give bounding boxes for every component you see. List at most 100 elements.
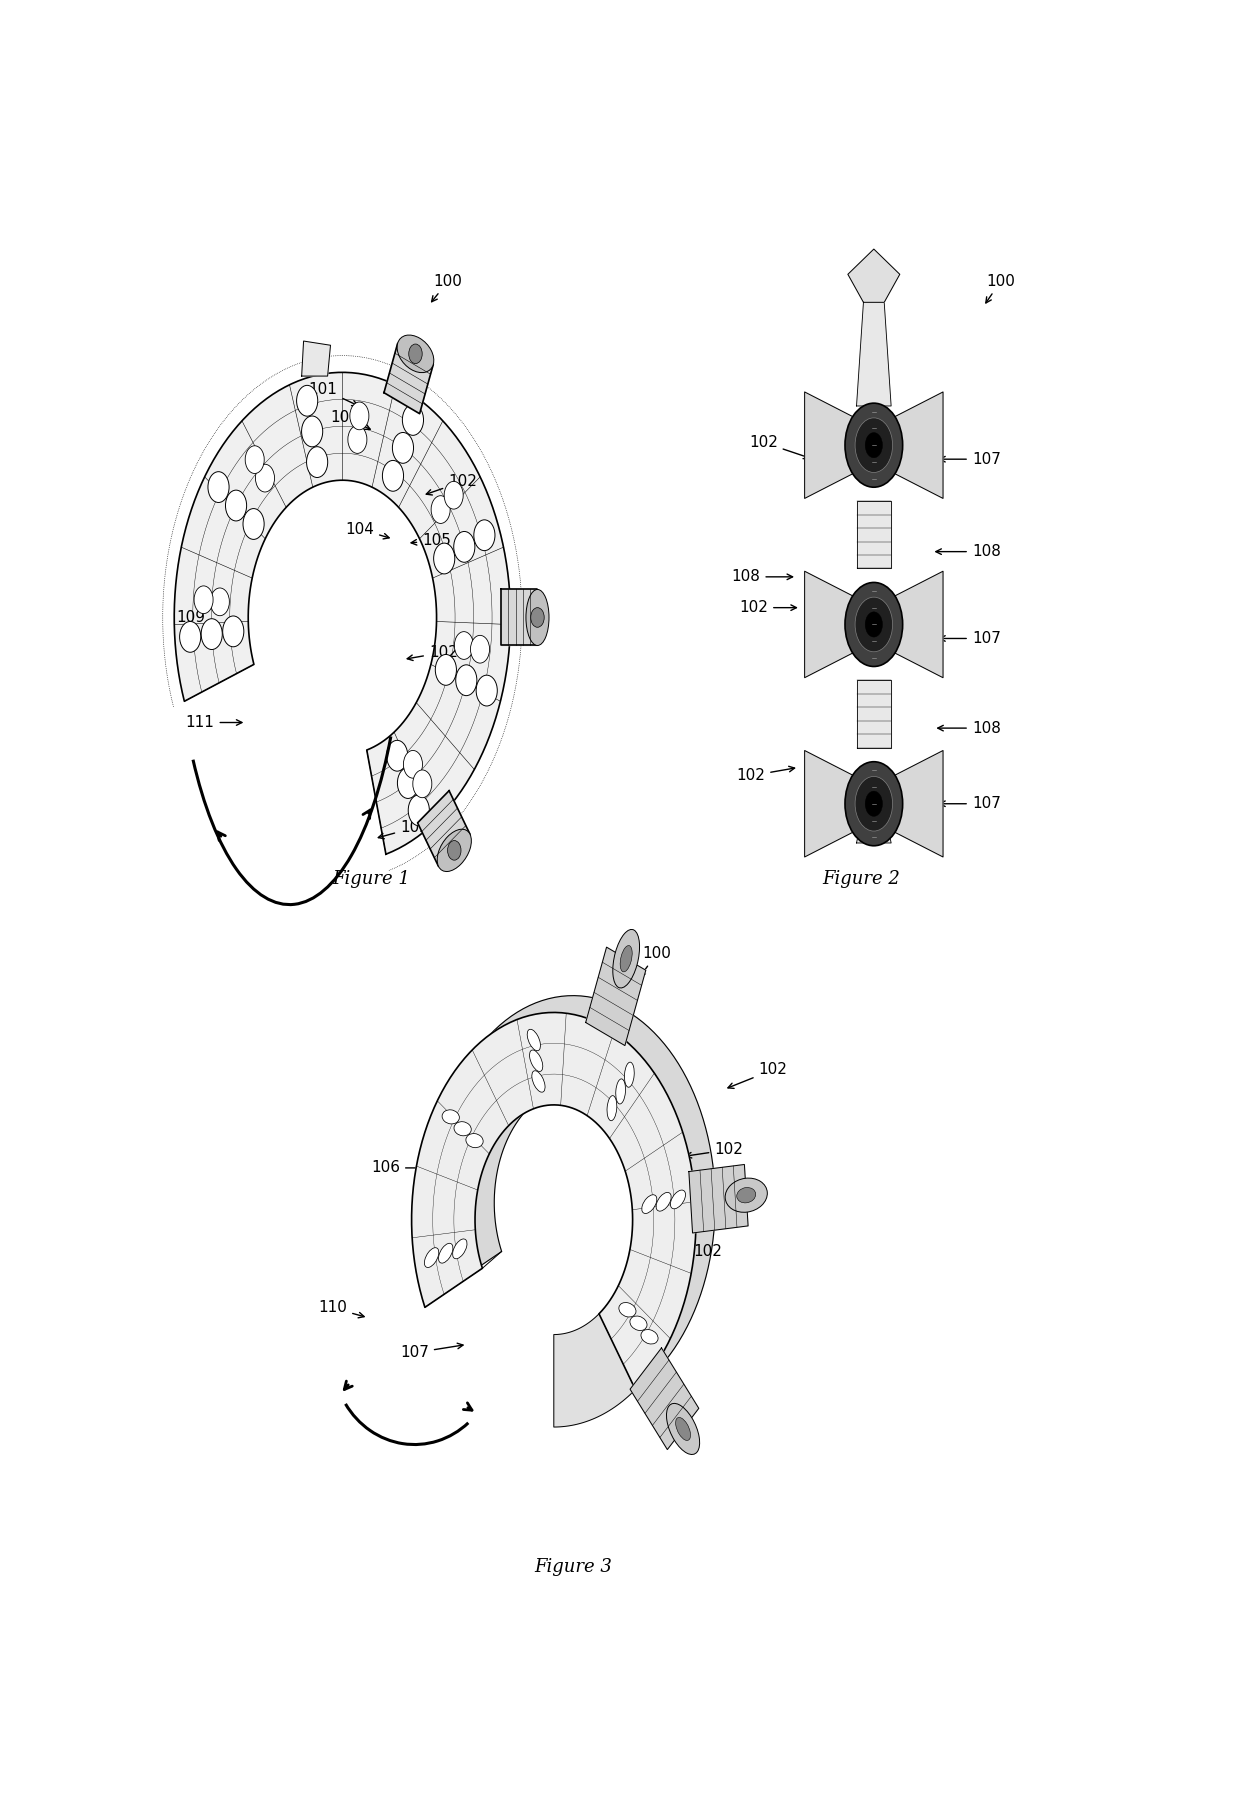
Polygon shape (857, 680, 892, 748)
Text: 111: 111 (186, 715, 242, 729)
Ellipse shape (608, 1095, 616, 1121)
Polygon shape (892, 571, 942, 678)
Circle shape (844, 404, 903, 487)
Text: 100: 100 (640, 946, 671, 977)
Polygon shape (585, 948, 646, 1046)
Text: 102: 102 (739, 600, 796, 615)
Circle shape (180, 622, 201, 653)
Text: 108: 108 (937, 720, 1001, 735)
Text: 109: 109 (176, 609, 205, 626)
Circle shape (456, 664, 477, 695)
Text: 102: 102 (427, 475, 477, 495)
Ellipse shape (630, 1315, 647, 1330)
Ellipse shape (448, 840, 461, 860)
Text: 108: 108 (732, 569, 792, 584)
Circle shape (402, 404, 424, 435)
Ellipse shape (397, 335, 434, 373)
Circle shape (432, 497, 450, 524)
Polygon shape (857, 819, 892, 842)
Circle shape (413, 769, 432, 799)
Circle shape (434, 544, 455, 575)
Circle shape (255, 464, 274, 491)
Ellipse shape (725, 1179, 768, 1211)
Polygon shape (805, 391, 857, 498)
Text: 101: 101 (309, 382, 357, 406)
Ellipse shape (527, 1030, 541, 1051)
Polygon shape (689, 1164, 748, 1233)
Circle shape (866, 611, 883, 637)
Ellipse shape (466, 1133, 484, 1148)
Circle shape (403, 751, 423, 779)
Polygon shape (175, 373, 511, 855)
Circle shape (454, 531, 475, 562)
Text: 100: 100 (986, 275, 1016, 304)
Ellipse shape (616, 1079, 625, 1104)
Text: 107: 107 (940, 451, 1001, 467)
Circle shape (856, 777, 893, 831)
Text: 107: 107 (940, 797, 1001, 811)
Text: 107: 107 (940, 631, 1001, 646)
Circle shape (226, 489, 247, 520)
Ellipse shape (531, 608, 544, 628)
Circle shape (382, 460, 403, 491)
Circle shape (201, 618, 222, 649)
Circle shape (444, 482, 464, 509)
Circle shape (296, 386, 317, 417)
Text: 102: 102 (737, 766, 795, 784)
Ellipse shape (676, 1417, 691, 1441)
Circle shape (350, 402, 368, 429)
Circle shape (866, 791, 883, 817)
Circle shape (301, 417, 322, 447)
Ellipse shape (438, 829, 471, 871)
Ellipse shape (613, 930, 640, 988)
Text: Figure 1: Figure 1 (332, 869, 410, 888)
Text: 100: 100 (432, 275, 463, 302)
Polygon shape (805, 571, 857, 678)
Text: Figure 2: Figure 2 (822, 869, 900, 888)
Circle shape (223, 617, 244, 648)
Ellipse shape (737, 1188, 755, 1202)
Text: 103: 103 (331, 409, 371, 429)
Circle shape (208, 471, 229, 502)
Text: 108: 108 (936, 544, 1001, 558)
Circle shape (195, 586, 213, 613)
Polygon shape (892, 391, 942, 498)
Circle shape (844, 762, 903, 846)
Polygon shape (412, 1013, 696, 1390)
Ellipse shape (526, 589, 549, 646)
Ellipse shape (532, 1071, 546, 1091)
Ellipse shape (671, 1190, 686, 1210)
Text: 106: 106 (371, 1161, 434, 1175)
Circle shape (246, 446, 264, 473)
Circle shape (348, 426, 367, 453)
Polygon shape (554, 1313, 635, 1428)
Circle shape (435, 655, 456, 686)
Circle shape (397, 768, 419, 799)
Circle shape (211, 588, 229, 615)
Ellipse shape (619, 1302, 636, 1317)
Ellipse shape (642, 1195, 657, 1213)
Circle shape (392, 433, 413, 464)
Polygon shape (892, 751, 942, 857)
Polygon shape (418, 791, 470, 866)
Text: 107: 107 (401, 1342, 463, 1361)
Ellipse shape (409, 344, 422, 364)
Polygon shape (301, 340, 331, 377)
Polygon shape (857, 302, 892, 406)
Text: 104: 104 (345, 522, 389, 538)
Ellipse shape (620, 946, 632, 971)
Polygon shape (384, 344, 433, 413)
Circle shape (470, 635, 490, 664)
Text: 102: 102 (663, 1244, 722, 1261)
Circle shape (306, 447, 327, 478)
Ellipse shape (453, 1239, 467, 1259)
Text: 105: 105 (412, 533, 451, 548)
Text: 102: 102 (686, 1142, 743, 1159)
Ellipse shape (443, 1110, 459, 1124)
Ellipse shape (454, 1122, 471, 1135)
Text: 102: 102 (378, 820, 429, 839)
Text: 102: 102 (749, 435, 810, 458)
Polygon shape (857, 502, 892, 568)
Polygon shape (430, 995, 715, 1373)
Ellipse shape (641, 1330, 658, 1344)
